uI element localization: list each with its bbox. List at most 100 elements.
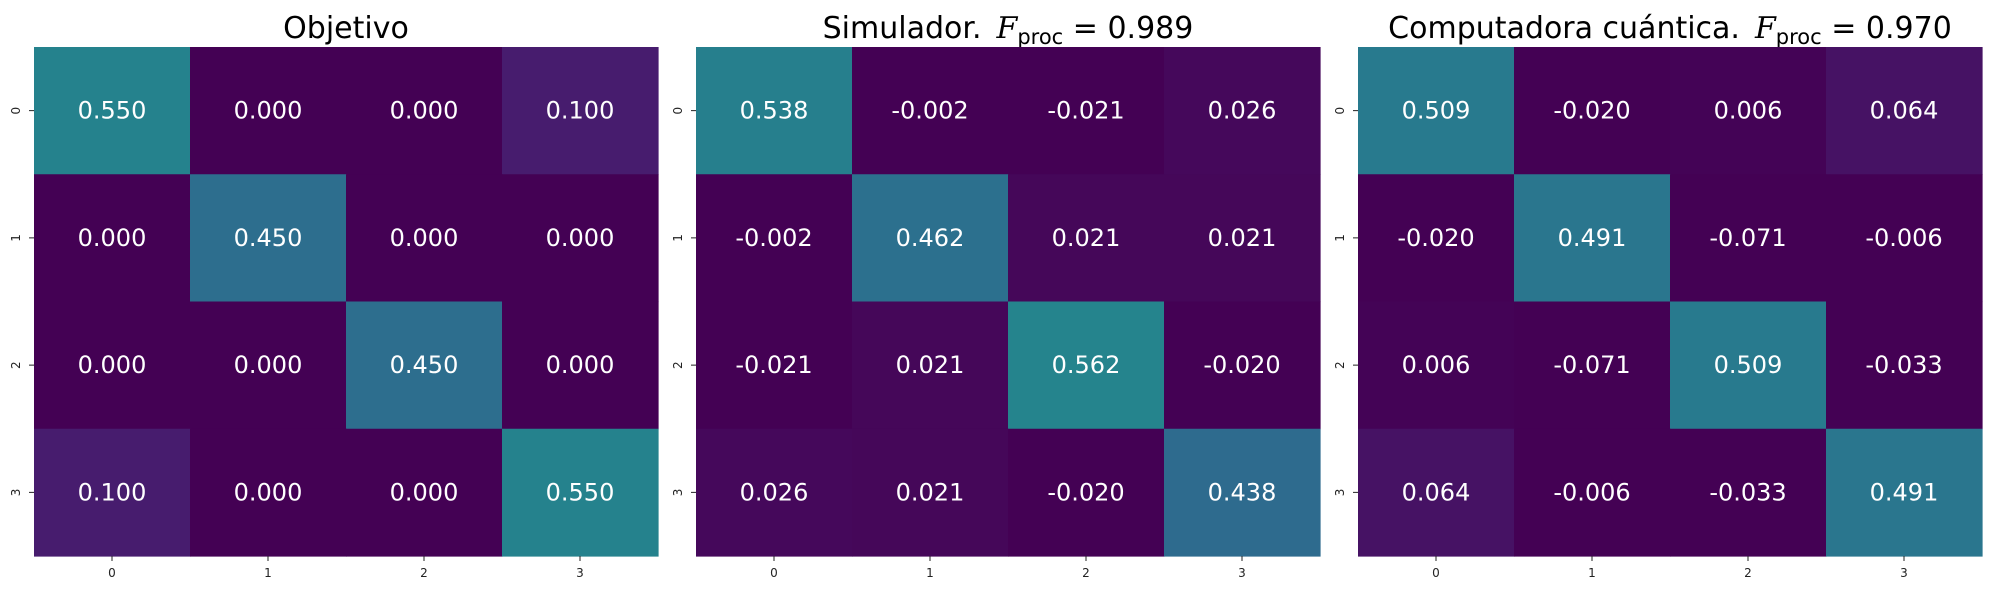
- cell-label-1-1: 0.462: [896, 224, 965, 252]
- panel-title-0: Objetivo: [283, 11, 409, 46]
- cell-label-0-1: -0.020: [1553, 97, 1630, 125]
- heatmap-cell-2-0: [1358, 301, 1515, 430]
- cell-label-2-3: -0.020: [1203, 351, 1280, 379]
- heatmap-cell-2-2: [346, 301, 503, 430]
- cell-label-2-0: 0.006: [1402, 351, 1471, 379]
- cell-label-1-3: -0.006: [1865, 224, 1942, 252]
- cell-label-2-2: 0.450: [390, 351, 459, 379]
- heatmap-cell-0-0: [1358, 47, 1515, 175]
- cell-label-2-1: 0.000: [234, 351, 303, 379]
- cell-label-1-2: 0.000: [390, 224, 459, 252]
- y-tick-label-3: 3: [1333, 489, 1347, 497]
- x-tick-label-0: 0: [108, 566, 116, 580]
- cell-label-1-1: 0.450: [234, 224, 303, 252]
- heatmap-cell-3-2: [1670, 428, 1827, 557]
- x-tick-label-3: 3: [1238, 566, 1246, 580]
- heatmap-cell-2-1: [852, 301, 1009, 430]
- heatmap-cell-2-2: [1008, 301, 1165, 430]
- y-tick-label-0: 0: [671, 107, 685, 115]
- heatmap-cell-1-3: [502, 174, 659, 303]
- heatmap-cell-3-3: [1164, 428, 1321, 557]
- x-tick-label-0: 0: [770, 566, 778, 580]
- x-tick-label-1: 1: [926, 566, 934, 580]
- heatmap-cell-0-0: [34, 47, 191, 175]
- y-tick-label-0: 0: [9, 107, 23, 115]
- cell-label-0-2: -0.021: [1047, 97, 1124, 125]
- x-tick-label-2: 2: [420, 566, 428, 580]
- heatmap-cell-3-1: [852, 428, 1009, 557]
- heatmap-cell-3-2: [1008, 428, 1165, 557]
- cell-label-3-0: 0.026: [740, 478, 809, 506]
- heatmap-cell-3-0: [34, 428, 191, 557]
- cell-label-3-2: -0.020: [1047, 478, 1124, 506]
- heatmap-panel-0: Objetivo 0.550 0.000 0.000 0.100 0.000 0.450 0.…: [9, 11, 659, 580]
- heatmap-cell-0-1: [852, 47, 1009, 175]
- fidelity-subscript: proc: [1017, 25, 1063, 49]
- cell-label-1-0: -0.020: [1397, 224, 1474, 252]
- heatmap-cell-0-2: [1008, 47, 1165, 175]
- cell-label-3-2: 0.000: [390, 478, 459, 506]
- heatmap-cell-1-3: [1826, 174, 1983, 303]
- panel-title-text: Objetivo: [283, 11, 409, 46]
- heatmap-cell-3-0: [696, 428, 853, 557]
- cell-label-0-1: 0.000: [234, 97, 303, 125]
- y-tick-label-3: 3: [671, 489, 685, 497]
- cell-label-3-2: -0.033: [1709, 478, 1786, 506]
- cell-label-0-1: -0.002: [891, 97, 968, 125]
- cell-label-3-3: 0.491: [1870, 478, 1939, 506]
- cell-label-3-1: 0.021: [896, 478, 965, 506]
- heatmap-cell-0-3: [1164, 47, 1321, 175]
- heatmap-cell-1-2: [346, 174, 503, 303]
- cell-label-0-2: 0.000: [390, 97, 459, 125]
- heatmap-cell-3-1: [1514, 428, 1671, 557]
- cell-label-0-0: 0.538: [740, 97, 809, 125]
- heatmap-cell-0-2: [1670, 47, 1827, 175]
- y-tick-label-3: 3: [9, 489, 23, 497]
- heatmap-cell-1-2: [1670, 174, 1827, 303]
- heatmap-cell-2-2: [1670, 301, 1827, 430]
- cell-label-2-3: 0.000: [546, 351, 615, 379]
- y-tick-label-1: 1: [9, 234, 23, 242]
- x-tick-label-3: 3: [1900, 566, 1908, 580]
- cell-label-2-2: 0.509: [1714, 351, 1783, 379]
- cell-label-0-3: 0.100: [546, 97, 615, 125]
- panel-title-text: Computadora cuántica.: [1388, 11, 1740, 46]
- panel-title-text: Simulador.: [823, 11, 982, 46]
- cell-label-3-1: -0.006: [1553, 478, 1630, 506]
- heatmap-cell-3-3: [1826, 428, 1983, 557]
- heatmap-cell-1-1: [1514, 174, 1671, 303]
- heatmap-cell-1-0: [1358, 174, 1515, 303]
- cell-label-2-1: 0.021: [896, 351, 965, 379]
- x-tick-label-2: 2: [1744, 566, 1752, 580]
- y-tick-label-2: 2: [1333, 361, 1347, 369]
- fidelity-equals: =: [1822, 11, 1866, 46]
- cell-label-3-0: 0.064: [1402, 478, 1471, 506]
- fidelity-value: 0.989: [1107, 11, 1193, 46]
- heatmap-cell-0-1: [190, 47, 347, 175]
- heatmap-cell-0-1: [1514, 47, 1671, 175]
- heatmap-cell-2-3: [1164, 301, 1321, 430]
- fidelity-symbol: F: [1754, 11, 1777, 46]
- x-tick-label-1: 1: [1588, 566, 1596, 580]
- cell-label-3-3: 0.550: [546, 478, 615, 506]
- heatmap-panel-2: Computadora cuántica. Fproc = 0.970 0.509…: [1333, 11, 1983, 580]
- cell-label-0-3: 0.064: [1870, 97, 1939, 125]
- cell-label-1-1: 0.491: [1558, 224, 1627, 252]
- cell-label-1-0: 0.000: [78, 224, 147, 252]
- cell-label-2-0: -0.021: [735, 351, 812, 379]
- cell-label-3-3: 0.438: [1208, 478, 1277, 506]
- heatmap-cell-3-1: [190, 428, 347, 557]
- y-tick-label-2: 2: [9, 361, 23, 369]
- cell-label-1-3: 0.000: [546, 224, 615, 252]
- cell-label-3-1: 0.000: [234, 478, 303, 506]
- fidelity-equals: =: [1063, 11, 1107, 46]
- heatmap-cell-1-1: [190, 174, 347, 303]
- cell-label-0-0: 0.509: [1402, 97, 1471, 125]
- panel-title-1: Simulador. Fproc = 0.989: [823, 11, 1194, 49]
- heatmap-cell-1-2: [1008, 174, 1165, 303]
- heatmap-cell-0-0: [696, 47, 853, 175]
- heatmap-cell-1-3: [1164, 174, 1321, 303]
- heatmap-cell-1-0: [696, 174, 853, 303]
- cell-label-2-3: -0.033: [1865, 351, 1942, 379]
